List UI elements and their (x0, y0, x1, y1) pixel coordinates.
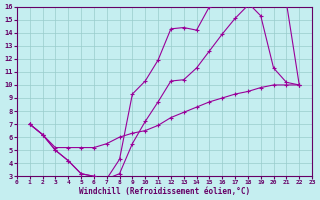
X-axis label: Windchill (Refroidissement éolien,°C): Windchill (Refroidissement éolien,°C) (79, 187, 250, 196)
